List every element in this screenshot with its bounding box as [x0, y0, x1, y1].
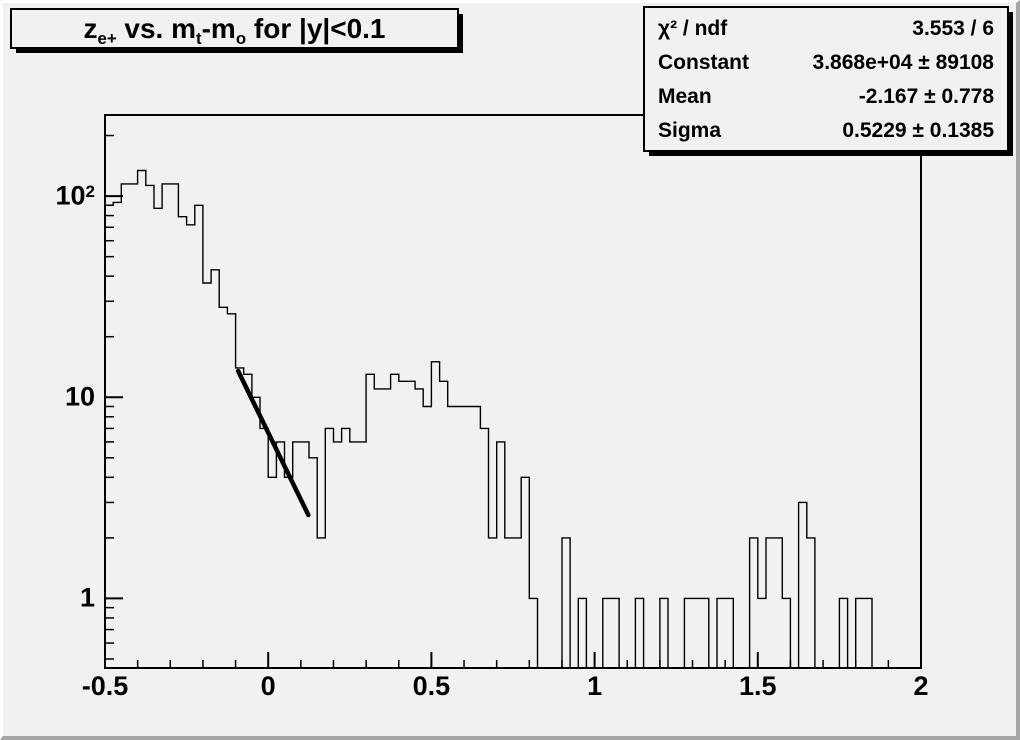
stats-label: Constant	[658, 51, 749, 74]
stats-value: 0.5229 ± 0.1385	[842, 119, 994, 142]
stats-row-chi2: χ² / ndf 3.553 / 6	[645, 12, 1007, 46]
stats-box[interactable]: χ² / ndf 3.553 / 6 Constant 3.868e+04 ± …	[643, 6, 1009, 152]
stats-label: Sigma	[658, 119, 722, 142]
y-tick-base: 10	[55, 180, 86, 211]
histogram-outline	[105, 169, 921, 669]
x-tick-label: 1	[587, 671, 603, 701]
stats-label: χ² / ndf	[658, 17, 728, 40]
stats-row-sigma: Sigma 0.5229 ± 0.1385	[645, 114, 1007, 148]
plot-area	[104, 114, 922, 669]
x-tick-label: -0.5	[81, 671, 129, 701]
y-tick-base: 1	[79, 582, 95, 613]
y-tick-base: 10	[64, 381, 95, 412]
fit-line	[235, 368, 311, 518]
axis-frame	[104, 114, 922, 669]
stats-value: -2.167 ± 0.778	[858, 85, 994, 108]
y-tick-label: 10	[65, 382, 95, 413]
x-tick-label: 0.5	[412, 671, 451, 701]
title-text: ze+ vs. mt-mo for |y|<0.1	[83, 13, 386, 48]
title-box[interactable]: ze+ vs. mt-mo for |y|<0.1	[10, 8, 459, 49]
x-tick-label: 2	[913, 671, 929, 701]
stats-value: 3.868e+04 ± 89108	[812, 51, 994, 74]
x-tick-label: 0	[260, 671, 276, 701]
stats-row-mean: Mean -2.167 ± 0.778	[645, 80, 1007, 114]
x-tick-label: 1.5	[739, 671, 777, 701]
stats-value: 3.553 / 6	[912, 17, 994, 40]
stats-row-constant: Constant 3.868e+04 ± 89108	[645, 46, 1007, 80]
y-tick-label: 1	[80, 583, 95, 614]
y-tick-label: 102	[55, 181, 95, 212]
stats-label: Mean	[658, 85, 712, 108]
y-tick-exponent: 2	[85, 181, 95, 201]
